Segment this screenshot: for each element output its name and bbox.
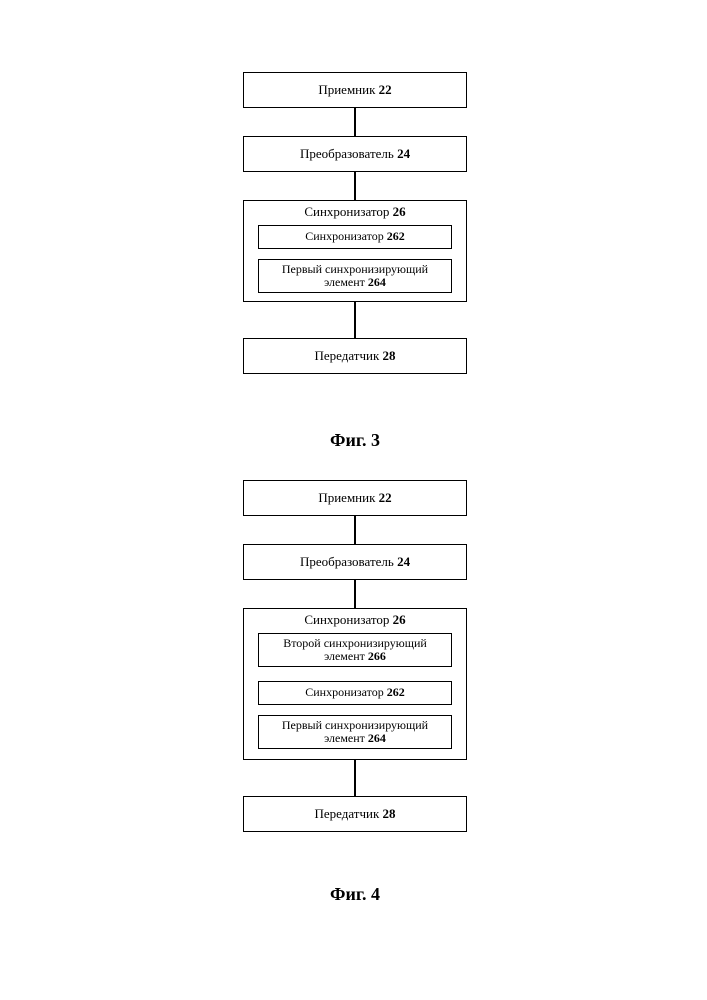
text: Приемник <box>318 490 375 505</box>
fig3-sync-outer-label: Синхронизатор 26 <box>244 205 466 220</box>
fig4-conn-2 <box>354 580 356 608</box>
text: Преобразователь <box>300 554 394 569</box>
text-line1: Второй синхронизирующий <box>283 636 427 650</box>
page: Приемник 22 Преобразователь 24 Синхрониз… <box>0 0 707 1000</box>
number: 24 <box>397 554 410 569</box>
fig4-sync-inner1: Второй синхронизирующий элемент 266 <box>258 633 452 667</box>
fig4-receiver-label: Приемник 22 <box>318 491 391 506</box>
fig4-sync-outer-label: Синхронизатор 26 <box>244 613 466 628</box>
fig4-conn-3 <box>354 760 356 796</box>
text: Синхронизатор <box>305 229 384 243</box>
text-line2: элемент <box>324 275 365 289</box>
text: Передатчик <box>314 806 379 821</box>
text-line2: элемент <box>324 649 365 663</box>
fig3-sync-outer-box: Синхронизатор 26 Синхронизатор 262 Первы… <box>243 200 467 302</box>
number: 264 <box>368 275 386 289</box>
fig4-sync-outer-box: Синхронизатор 26 Второй синхронизирующий… <box>243 608 467 760</box>
fig3-receiver-box: Приемник 22 <box>243 72 467 108</box>
fig3-converter-box: Преобразователь 24 <box>243 136 467 172</box>
fig3-conn-1 <box>354 108 356 136</box>
number: 262 <box>387 685 405 699</box>
fig4-conn-1 <box>354 516 356 544</box>
text: Приемник <box>318 82 375 97</box>
number: 22 <box>379 490 392 505</box>
text: Синхронизатор <box>304 204 389 219</box>
fig4-sync-inner3: Первый синхронизирующий элемент 264 <box>258 715 452 749</box>
text-line2: элемент <box>324 731 365 745</box>
number: 28 <box>383 348 396 363</box>
fig3-sync-inner2-label: Первый синхронизирующий элемент 264 <box>282 263 428 289</box>
number: 28 <box>383 806 396 821</box>
text: Преобразователь <box>300 146 394 161</box>
fig3-converter-label: Преобразователь 24 <box>300 147 410 162</box>
number: 26 <box>393 612 406 627</box>
fig4-sync-inner2-label: Синхронизатор 262 <box>305 686 405 699</box>
fig3-caption: Фиг. 3 <box>300 430 410 451</box>
text-line1: Первый синхронизирующий <box>282 718 428 732</box>
number: 266 <box>368 649 386 663</box>
text: Синхронизатор <box>305 685 384 699</box>
fig3-conn-2 <box>354 172 356 200</box>
number: 262 <box>387 229 405 243</box>
text: Передатчик <box>314 348 379 363</box>
number: 22 <box>379 82 392 97</box>
fig4-receiver-box: Приемник 22 <box>243 480 467 516</box>
number: 26 <box>393 204 406 219</box>
fig3-sync-inner1-label: Синхронизатор 262 <box>305 230 405 243</box>
fig3-conn-3 <box>354 302 356 338</box>
number: 264 <box>368 731 386 745</box>
fig3-receiver-label: Приемник 22 <box>318 83 391 98</box>
fig4-caption: Фиг. 4 <box>300 884 410 905</box>
fig3-transmitter-box: Передатчик 28 <box>243 338 467 374</box>
fig3-sync-inner2: Первый синхронизирующий элемент 264 <box>258 259 452 293</box>
fig4-sync-inner1-label: Второй синхронизирующий элемент 266 <box>283 637 427 663</box>
text-line1: Первый синхронизирующий <box>282 262 428 276</box>
fig4-sync-inner2: Синхронизатор 262 <box>258 681 452 705</box>
fig3-sync-inner1: Синхронизатор 262 <box>258 225 452 249</box>
fig4-transmitter-label: Передатчик 28 <box>314 807 395 822</box>
fig3-transmitter-label: Передатчик 28 <box>314 349 395 364</box>
fig4-sync-inner3-label: Первый синхронизирующий элемент 264 <box>282 719 428 745</box>
text: Синхронизатор <box>304 612 389 627</box>
fig4-converter-box: Преобразователь 24 <box>243 544 467 580</box>
fig4-transmitter-box: Передатчик 28 <box>243 796 467 832</box>
fig4-converter-label: Преобразователь 24 <box>300 555 410 570</box>
number: 24 <box>397 146 410 161</box>
